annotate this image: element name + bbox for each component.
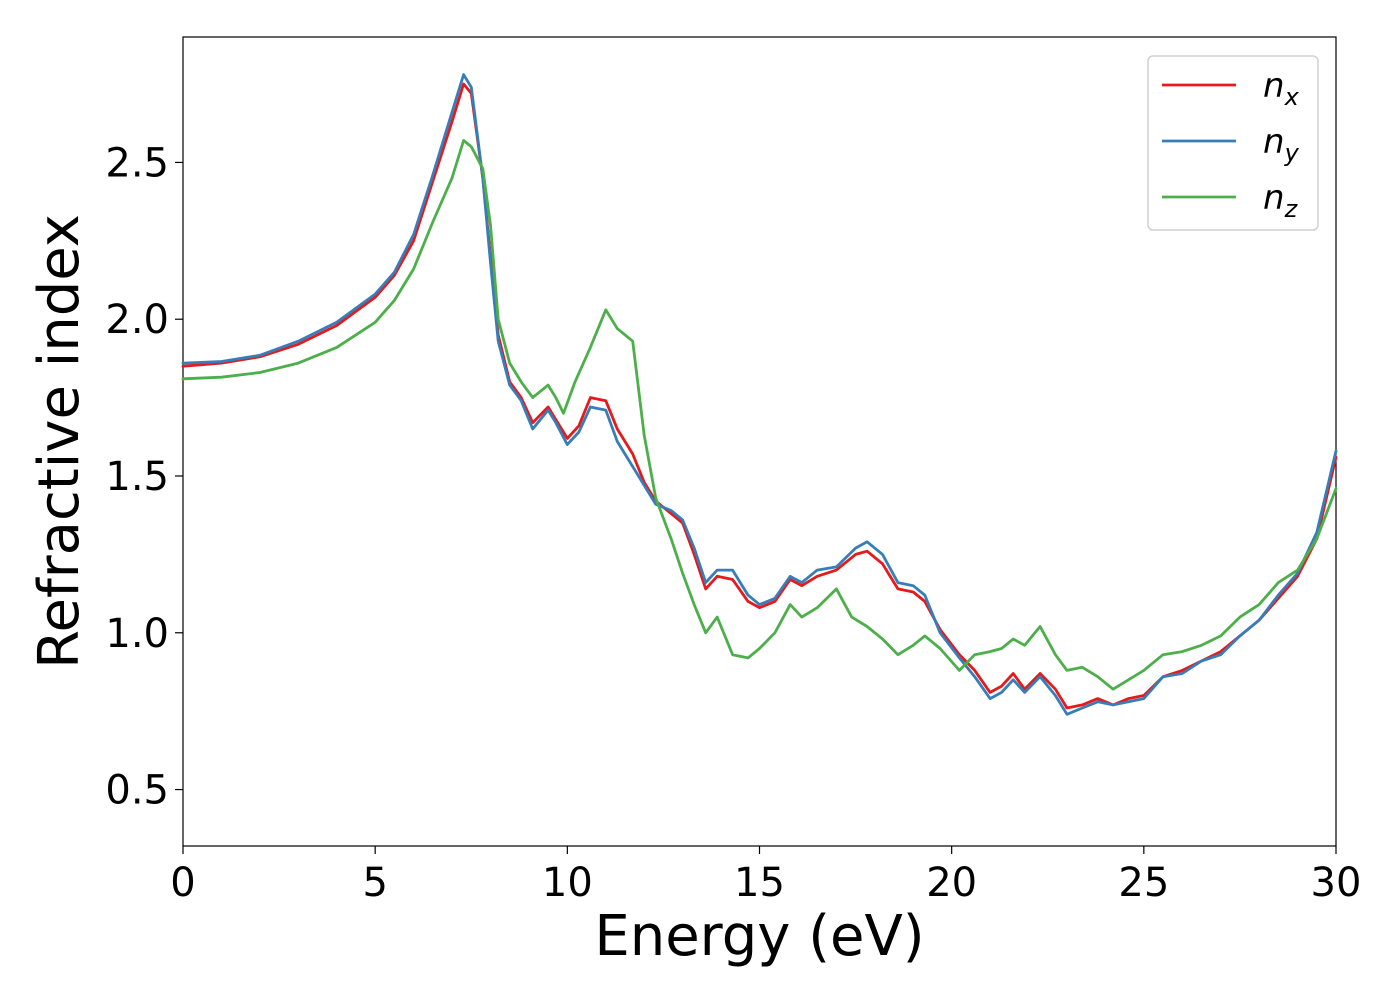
legend-label-x: nx [1263,66,1300,111]
y-tick-label: 2.5 [105,140,169,186]
legend-label-subscript: z [1284,195,1299,223]
x-tick-label: 0 [170,860,195,906]
legend-label-subscript: x [1284,83,1300,111]
x-tick-label: 5 [362,860,387,906]
x-tick-label: 30 [1311,860,1362,906]
series-line-z [181,139,1338,691]
y-axis-title: Refractive index [27,214,92,669]
y-axis-ticks: 0.5 1.0 1.5 2.0 2.5 [105,140,183,814]
legend-label-subscript: y [1284,139,1300,167]
y-tick-label: 0.5 [105,768,169,814]
x-tick-label: 15 [734,860,785,906]
legend-box [1147,55,1319,231]
y-tick-label: 1.0 [105,611,169,657]
x-axis-title: Energy (eV) [594,904,924,969]
x-axis-ticks: 0 5 10 15 20 25 30 [170,846,1361,906]
legend-label-base: n [1263,178,1285,218]
legend-label-base: n [1263,66,1285,106]
x-tick-label: 10 [542,860,593,906]
y-tick-label: 2.0 [105,297,169,343]
x-tick-label: 25 [1118,860,1169,906]
legend-label-y: ny [1263,122,1300,167]
x-tick-label: 20 [926,860,977,906]
series-layer [181,73,1338,716]
legend-label-z: nz [1263,178,1299,223]
legend-label-base: n [1263,122,1285,162]
y-tick-label: 1.5 [105,454,169,500]
